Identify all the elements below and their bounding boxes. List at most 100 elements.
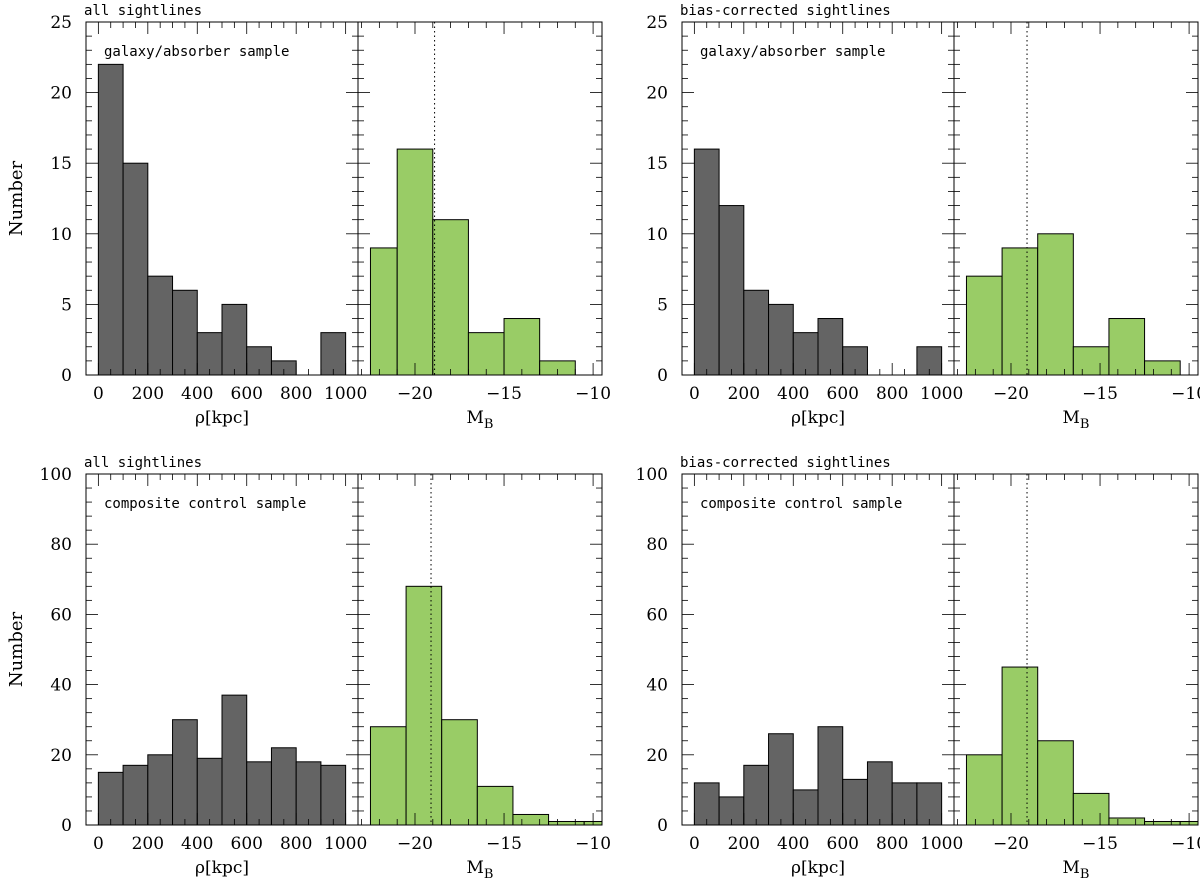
left-bar	[97, 63, 124, 376]
y-tick-label: 0	[657, 366, 668, 386]
left-x-tick-label: 400	[777, 834, 809, 854]
panel-title: bias-corrected sightlines	[680, 455, 891, 471]
left-x-tick-label: 600	[231, 384, 263, 404]
left-x-tick-label: 400	[181, 834, 213, 854]
left-x-tick-label: 600	[231, 834, 263, 854]
panel-annotation: galaxy/absorber sample	[104, 44, 289, 60]
left-x-tick-label: 200	[728, 834, 760, 854]
left-xlabel: ρ[kpc]	[195, 408, 249, 428]
panel-annotation: composite control sample	[700, 496, 902, 512]
y-axis-label: Number	[6, 161, 27, 237]
left-bar	[817, 726, 844, 826]
left-bar	[246, 761, 272, 826]
left-bar	[221, 694, 248, 826]
plot-frame	[681, 473, 1199, 826]
y-tick-label: 40	[646, 676, 668, 696]
right-bar	[369, 247, 398, 376]
y-tick-label: 5	[61, 295, 72, 315]
right-bar	[1037, 233, 1074, 376]
left-x-tick-label: 0	[93, 384, 104, 404]
left-x-tick-label: 800	[876, 384, 908, 404]
right-bar	[512, 813, 550, 826]
y-tick-label: 25	[50, 13, 72, 33]
right-x-tick-label: −10	[1171, 834, 1200, 854]
left-bar	[817, 318, 844, 376]
y-tick-label: 60	[646, 605, 668, 625]
left-bar	[122, 162, 149, 376]
right-bar	[548, 820, 585, 826]
y-tick-label: 0	[61, 366, 72, 386]
left-bar	[147, 754, 174, 826]
right-bar	[432, 219, 469, 376]
plot-frame	[85, 21, 603, 376]
y-tick-label: 15	[50, 154, 72, 174]
plot-frame	[85, 473, 603, 826]
right-xlabel: MB	[467, 858, 494, 881]
left-xlabel: ρ[kpc]	[195, 858, 249, 878]
left-bar	[792, 332, 819, 376]
panel-top-left: 0 200 400 600 800 1000 ρ[kpc] −20 −15 −10 MB 0 5 10 15…	[6, 3, 611, 432]
right-bar	[441, 719, 478, 826]
y-tick-label: 20	[50, 84, 72, 104]
left-bar	[743, 764, 770, 826]
left-x-tick-label: 800	[280, 834, 312, 854]
right-xlabel: MB	[1063, 858, 1090, 881]
left-x-tick-label: 200	[132, 834, 164, 854]
y-axis-label: Number	[6, 612, 27, 688]
right-bar	[467, 332, 505, 376]
left-x-tick-label: 1000	[324, 384, 367, 404]
right-bar	[965, 275, 1003, 376]
left-bar	[320, 332, 347, 376]
left-x-tick-label: 800	[280, 384, 312, 404]
left-x-tick-label: 1000	[920, 834, 963, 854]
y-tick-label: 20	[646, 84, 668, 104]
left-bar	[693, 782, 720, 826]
left-bar	[172, 719, 198, 826]
left-bar	[147, 275, 174, 376]
left-bar	[270, 747, 297, 826]
y-tick-label: 100	[40, 465, 72, 485]
panel-title: all sightlines	[84, 455, 202, 471]
left-bar	[743, 289, 770, 376]
panel-bottom-left: 0 200 400 600 800 1000 ρ[kpc] −20 −15 −10 MB 0 20 40 6…	[6, 455, 611, 881]
right-bar	[405, 585, 443, 826]
right-x-tick-label: −15	[1082, 384, 1118, 404]
y-tick-label: 10	[646, 225, 668, 245]
right-bar	[476, 785, 514, 826]
y-tick-label: 80	[646, 535, 668, 555]
panel-top-right: 0 200 400 600 800 1000 ρ[kpc] −20 −15 −10 MB 0 5 10 15…	[646, 3, 1200, 432]
left-x-tick-label: 0	[93, 834, 104, 854]
left-x-tick-label: 0	[689, 384, 700, 404]
right-x-tick-label: −10	[1171, 384, 1200, 404]
y-tick-label: 25	[646, 13, 668, 33]
right-xlabel: MB	[1063, 408, 1090, 432]
y-tick-label: 20	[646, 746, 668, 766]
y-tick-label: 10	[50, 225, 72, 245]
right-x-tick-label: −20	[993, 384, 1029, 404]
right-bar	[965, 754, 1003, 826]
right-x-tick-label: −15	[1082, 834, 1118, 854]
left-bar	[693, 148, 720, 376]
left-x-tick-label: 200	[132, 384, 164, 404]
left-bar	[916, 782, 943, 826]
left-bar	[122, 764, 149, 826]
right-x-tick-label: −20	[397, 384, 433, 404]
left-bar	[221, 303, 248, 376]
right-bar	[1037, 740, 1074, 826]
panel-title: bias-corrected sightlines	[680, 3, 891, 19]
left-bar	[718, 205, 745, 376]
y-tick-label: 100	[636, 465, 668, 485]
left-bar	[866, 761, 893, 826]
left-x-tick-label: 200	[728, 384, 760, 404]
left-bar	[891, 782, 918, 826]
y-tick-label: 80	[50, 535, 72, 555]
right-x-tick-label: −15	[486, 834, 522, 854]
left-bar	[842, 778, 868, 826]
right-bar	[1144, 360, 1181, 376]
right-bar	[503, 318, 541, 376]
y-tick-label: 0	[657, 816, 668, 836]
right-bar	[1072, 792, 1110, 826]
y-tick-label: 15	[646, 154, 668, 174]
right-xlabel: MB	[467, 408, 494, 432]
